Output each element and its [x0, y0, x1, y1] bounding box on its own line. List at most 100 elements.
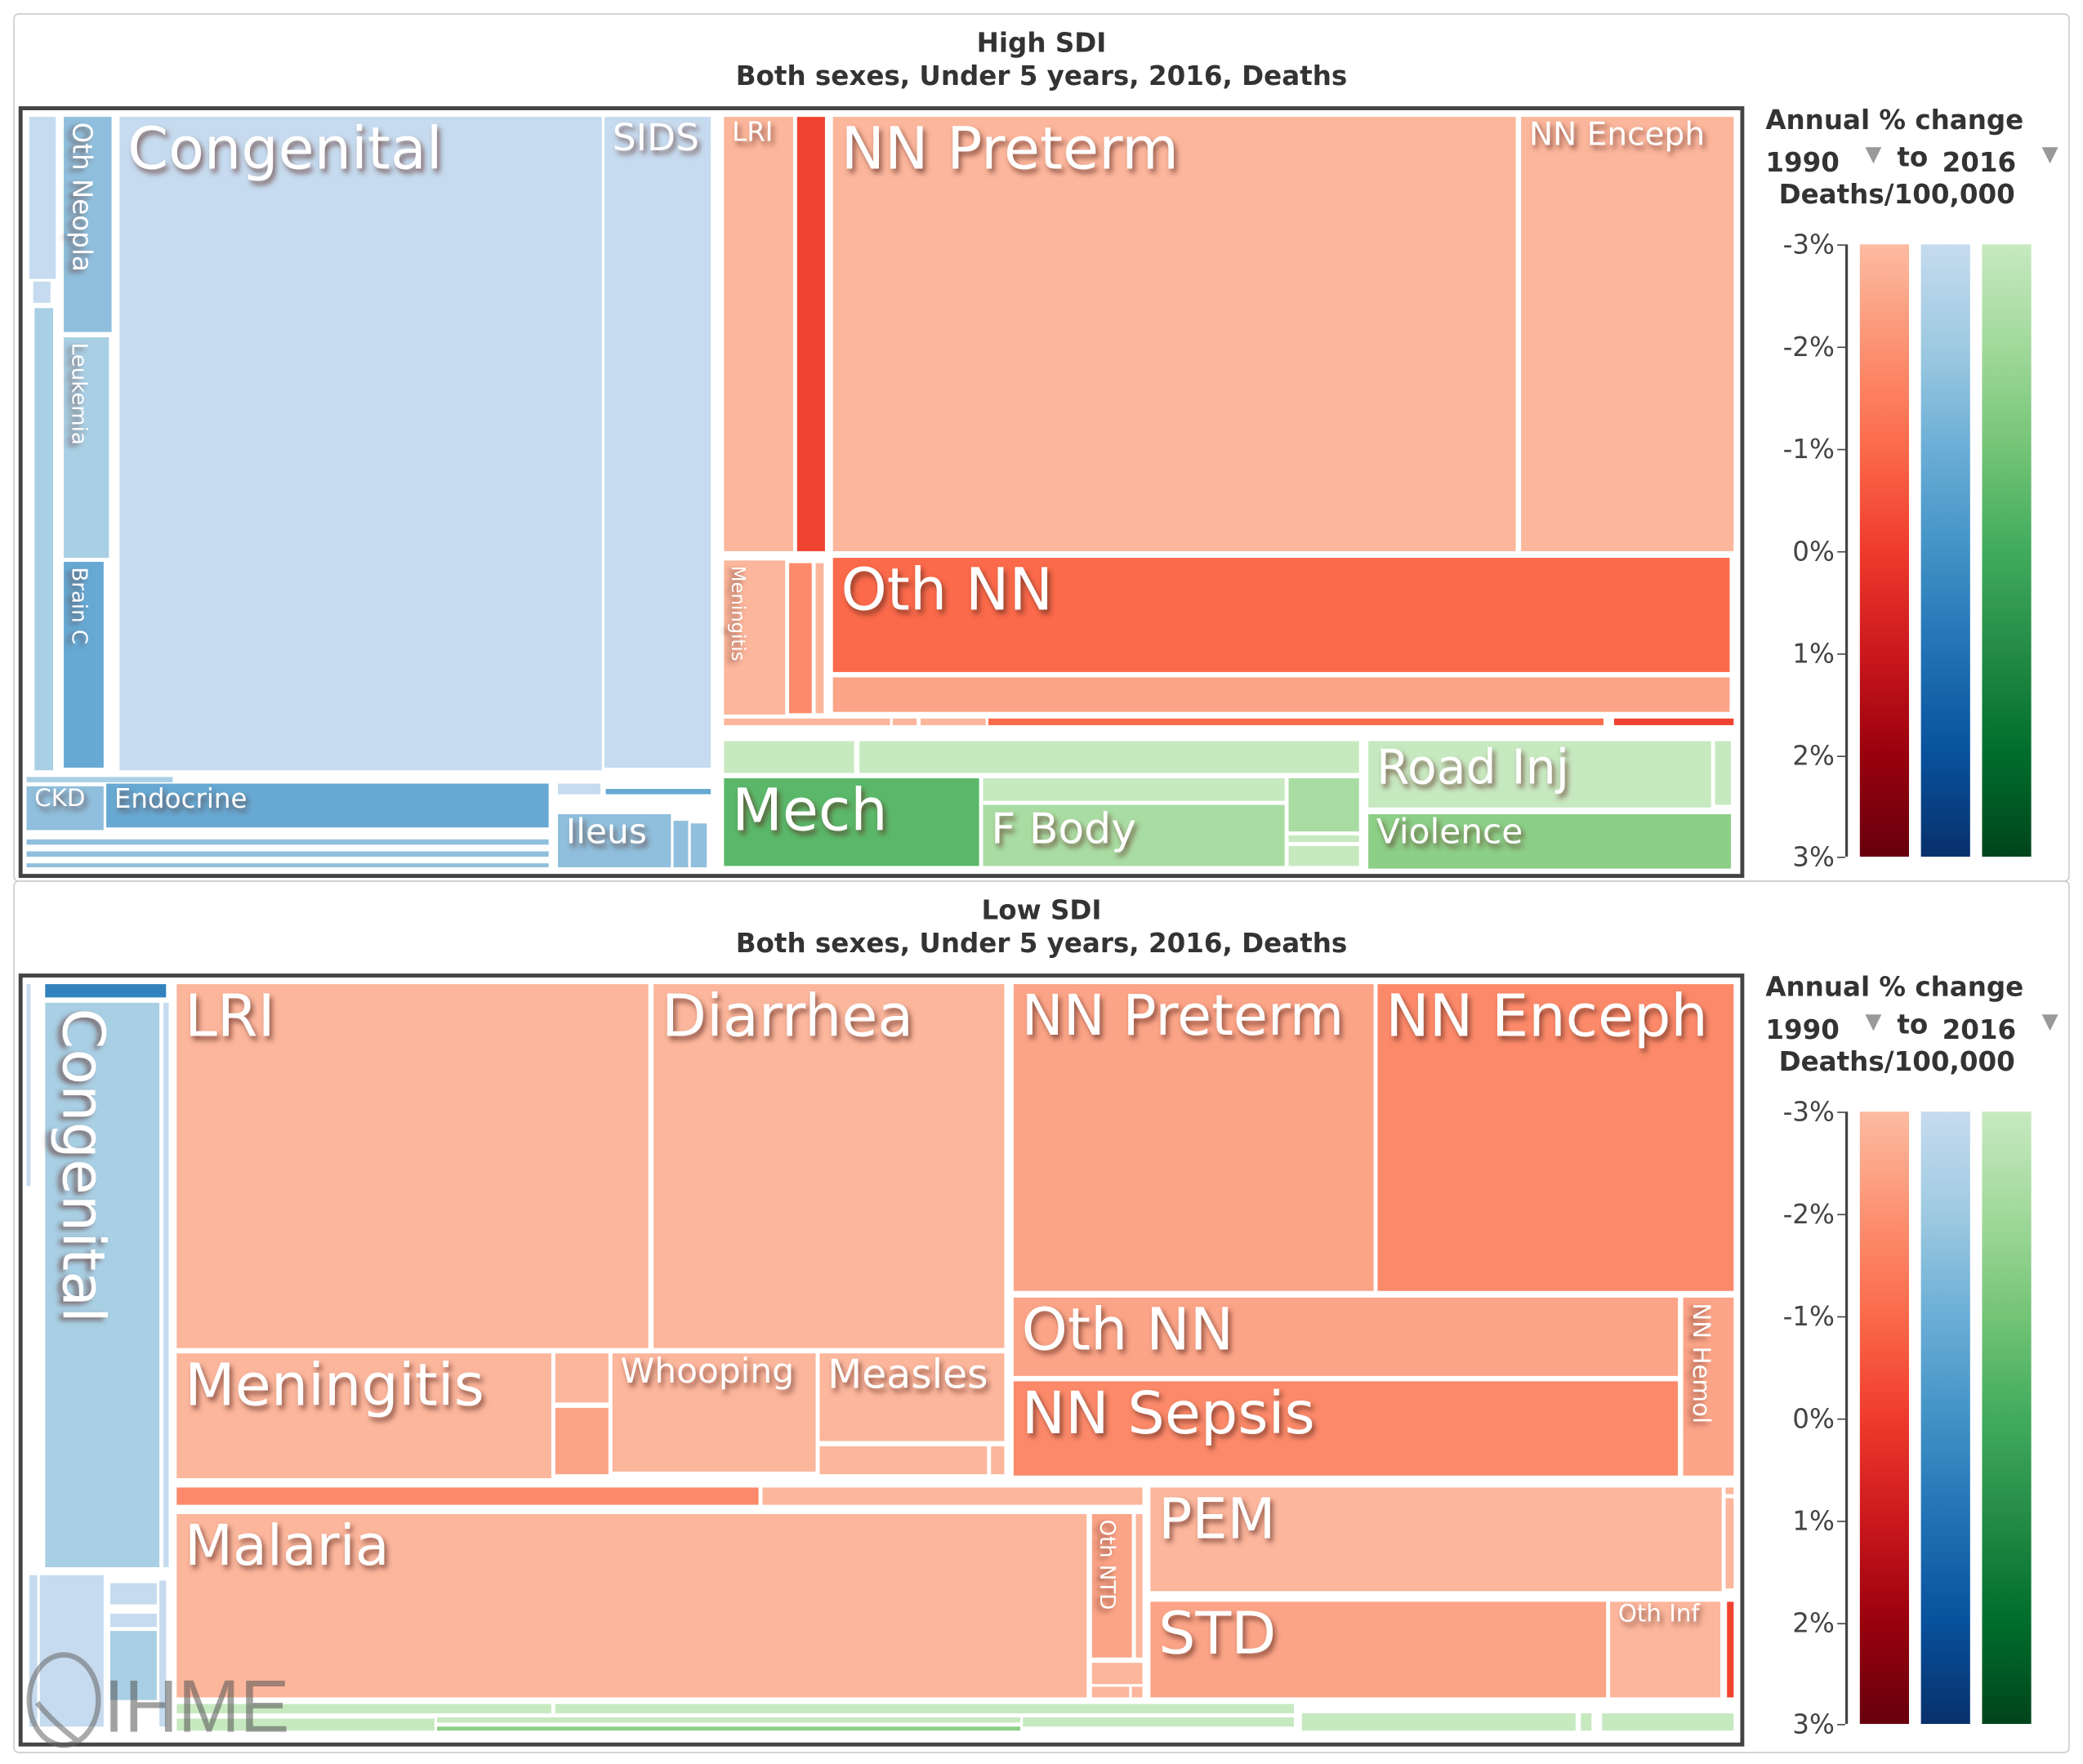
- tile[interactable]: [176, 1487, 759, 1505]
- tile-measles[interactable]: Measles: [819, 1352, 1005, 1441]
- tile[interactable]: [796, 117, 825, 551]
- to-year-dropdown[interactable]: 2016: [1942, 1013, 2017, 1045]
- tile-congenital[interactable]: Congenital: [119, 116, 602, 771]
- tile[interactable]: [109, 1631, 157, 1700]
- tile[interactable]: [690, 823, 707, 867]
- tile[interactable]: [789, 563, 812, 714]
- tile-oth-neopla[interactable]: Oth Neopla: [64, 117, 112, 332]
- tile-whooping[interactable]: Whooping: [612, 1352, 816, 1472]
- to-year-dropdown[interactable]: 2016: [1942, 145, 2017, 178]
- tile[interactable]: [724, 741, 854, 773]
- tile[interactable]: [724, 718, 890, 725]
- tile[interactable]: [859, 741, 1359, 773]
- tile-leukemia[interactable]: Leukemia: [64, 337, 109, 559]
- tile[interactable]: [988, 718, 1604, 725]
- tile[interactable]: [163, 1002, 169, 1568]
- dropdown-arrow-icon[interactable]: ▼: [1865, 1008, 1882, 1034]
- tile[interactable]: [1288, 778, 1359, 832]
- dropdown-arrow-icon[interactable]: ▼: [1865, 140, 1882, 167]
- tile-f-body[interactable]: F Body: [983, 804, 1285, 866]
- tile[interactable]: [109, 1613, 157, 1628]
- tile[interactable]: [1602, 1713, 1734, 1731]
- tile[interactable]: [1725, 1498, 1734, 1589]
- tile-oth-ntd[interactable]: Oth NTD: [1091, 1513, 1132, 1658]
- tile[interactable]: [605, 789, 711, 795]
- from-year-dropdown[interactable]: 1990: [1765, 145, 1840, 178]
- from-year-dropdown[interactable]: 1990: [1765, 1013, 1840, 1045]
- tile[interactable]: [819, 1446, 988, 1475]
- tile[interactable]: [1725, 1487, 1734, 1494]
- tile-malaria[interactable]: Malaria: [176, 1513, 1087, 1698]
- tile-endocrine[interactable]: Endocrine: [106, 783, 549, 828]
- tile[interactable]: [1131, 1686, 1143, 1698]
- tile[interactable]: [176, 1718, 435, 1731]
- tile[interactable]: [109, 1583, 157, 1605]
- tile-mech[interactable]: Mech: [724, 777, 979, 866]
- tile[interactable]: [815, 563, 824, 714]
- tile-label: Oth NN: [1021, 1296, 1234, 1365]
- tile-nn-enceph[interactable]: NN Enceph: [1377, 983, 1734, 1291]
- tile-ileus[interactable]: Ileus: [558, 813, 671, 867]
- tile[interactable]: [1727, 1601, 1734, 1698]
- tile[interactable]: [1288, 845, 1359, 866]
- tile[interactable]: [34, 308, 54, 771]
- tile[interactable]: [45, 984, 167, 998]
- tile[interactable]: [983, 778, 1285, 801]
- tile[interactable]: [26, 984, 31, 1187]
- tile-road-inj[interactable]: Road Inj: [1368, 741, 1711, 808]
- tile-violence[interactable]: Violence: [1368, 813, 1732, 869]
- tile[interactable]: [1288, 835, 1359, 843]
- tile[interactable]: [26, 863, 549, 867]
- tile[interactable]: [762, 1487, 1143, 1505]
- tile[interactable]: [921, 718, 986, 725]
- tile[interactable]: [26, 777, 173, 782]
- tile-oth-inf[interactable]: Oth Inf: [1610, 1601, 1721, 1698]
- tile[interactable]: [1135, 1513, 1143, 1658]
- tile-nn-preterm[interactable]: NN Preterm: [832, 116, 1516, 551]
- tile-diarrhea[interactable]: Diarrhea: [653, 983, 1005, 1348]
- tile-oth-nn[interactable]: Oth NN: [1013, 1296, 1679, 1376]
- tile[interactable]: [673, 821, 689, 867]
- tile[interactable]: [159, 1580, 167, 1727]
- tile-nn-preterm[interactable]: NN Preterm: [1013, 983, 1374, 1291]
- tile[interactable]: [1091, 1686, 1130, 1698]
- tile-meningitis[interactable]: Meningitis: [176, 1352, 551, 1479]
- tile[interactable]: [555, 1353, 609, 1403]
- tile-lri[interactable]: LRI: [176, 983, 649, 1348]
- tile[interactable]: [437, 1717, 1020, 1723]
- tile[interactable]: [832, 677, 1730, 712]
- tile-oth-nn[interactable]: Oth NN: [832, 557, 1730, 672]
- tile[interactable]: [1091, 1663, 1143, 1685]
- tile[interactable]: [26, 851, 549, 857]
- tile[interactable]: [1613, 718, 1734, 725]
- tile-lri[interactable]: LRI: [724, 116, 793, 551]
- tile[interactable]: [437, 1726, 1020, 1731]
- tile-brain-c[interactable]: Brain C: [64, 561, 104, 768]
- tile-pem[interactable]: PEM: [1150, 1486, 1722, 1592]
- tile[interactable]: [558, 783, 601, 795]
- tile[interactable]: [1715, 741, 1732, 805]
- tile-nn-sepsis[interactable]: NN Sepsis: [1013, 1380, 1679, 1476]
- dropdown-arrow-icon[interactable]: ▼: [2041, 140, 2058, 167]
- tile-nn-enceph[interactable]: NN Enceph: [1521, 116, 1734, 551]
- tile[interactable]: [1581, 1713, 1592, 1731]
- dropdown-arrow-icon[interactable]: ▼: [2041, 1008, 2058, 1034]
- tile[interactable]: [39, 1575, 104, 1727]
- tile[interactable]: [1023, 1717, 1295, 1727]
- tile[interactable]: [1301, 1713, 1576, 1731]
- tile-nn-hemol[interactable]: NN Hemol: [1683, 1297, 1734, 1476]
- tile[interactable]: [892, 718, 917, 725]
- tile[interactable]: [555, 1704, 1295, 1713]
- tile-ckd[interactable]: CKD: [26, 786, 104, 831]
- tile[interactable]: [29, 1575, 38, 1727]
- tile[interactable]: [26, 839, 549, 845]
- tile[interactable]: [29, 117, 56, 279]
- tile[interactable]: [33, 281, 51, 303]
- tile-congenital[interactable]: Congenital: [45, 1002, 160, 1568]
- tile[interactable]: [991, 1446, 1005, 1475]
- tile[interactable]: [555, 1407, 609, 1475]
- tile-meningitis[interactable]: Meningitis: [724, 560, 786, 715]
- tile-std[interactable]: STD: [1150, 1601, 1607, 1698]
- tile-sids[interactable]: SIDS: [604, 116, 711, 768]
- tile[interactable]: [176, 1704, 551, 1713]
